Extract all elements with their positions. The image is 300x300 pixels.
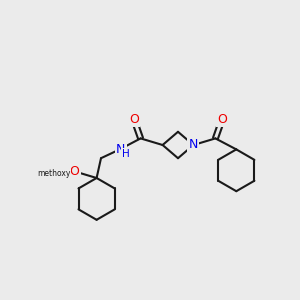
Text: methoxy: methoxy: [37, 169, 70, 178]
Text: O: O: [217, 113, 227, 126]
Text: N: N: [189, 139, 198, 152]
Text: O: O: [70, 165, 80, 178]
Text: N: N: [116, 143, 125, 156]
Text: H: H: [122, 149, 130, 159]
Text: O: O: [129, 113, 139, 126]
